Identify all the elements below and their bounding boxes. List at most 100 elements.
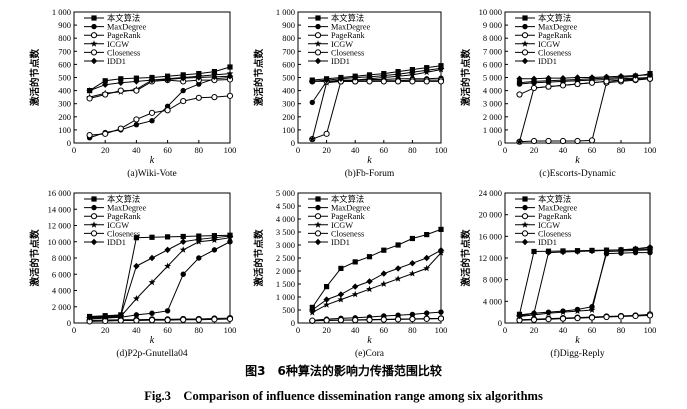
legend-label: 本文算法 xyxy=(331,13,364,23)
legend-label: ICGW xyxy=(107,40,129,49)
data-point xyxy=(351,290,359,298)
data-point xyxy=(530,310,538,317)
y-tick-label: 1 000 xyxy=(276,292,295,302)
x-axis-label: k xyxy=(575,155,580,166)
data-point xyxy=(603,313,610,321)
y-tick-label: 4 000 xyxy=(483,296,502,306)
series-1 xyxy=(86,239,233,322)
x-tick-label: 80 xyxy=(408,325,417,335)
legend-label: MaxDegree xyxy=(538,23,577,32)
y-tick-label: 1 000 xyxy=(483,125,502,135)
legend-marker xyxy=(315,15,321,21)
data-point xyxy=(409,260,416,267)
y-tick-label: 200 xyxy=(282,112,295,122)
series-5 xyxy=(309,247,445,314)
data-point xyxy=(530,75,538,83)
y-tick-label: 10 000 xyxy=(479,7,502,17)
data-point xyxy=(545,249,552,256)
data-point xyxy=(588,314,596,321)
data-point xyxy=(617,313,625,320)
y-tick-label: 5 000 xyxy=(483,73,502,83)
data-point xyxy=(149,118,155,124)
data-point xyxy=(323,317,330,324)
y-tick-label: 2 500 xyxy=(276,253,295,263)
legend-label: Closeness xyxy=(538,229,571,238)
legend-label: Closeness xyxy=(538,48,571,57)
x-tick-label: 0 xyxy=(72,145,76,155)
data-point xyxy=(133,312,140,318)
x-tick-label: 60 xyxy=(163,145,172,155)
data-point xyxy=(148,76,156,84)
legend-marker xyxy=(315,196,321,202)
x-tick-label: 100 xyxy=(224,325,237,335)
y-tick-label: 600 xyxy=(282,59,295,69)
data-point xyxy=(516,138,523,145)
data-point xyxy=(352,283,359,290)
data-point xyxy=(603,247,610,254)
y-tick-label: 0 xyxy=(291,318,295,328)
y-tick-label: 2 000 xyxy=(483,112,502,122)
data-point xyxy=(530,84,538,92)
data-point xyxy=(408,270,416,277)
data-point xyxy=(437,315,445,322)
y-tick-label: 800 xyxy=(58,33,71,43)
data-point xyxy=(588,79,596,86)
legend-marker xyxy=(522,196,528,202)
x-tick-label: 80 xyxy=(195,145,204,155)
data-point xyxy=(211,316,218,323)
data-point xyxy=(323,76,330,84)
x-tick-label: 0 xyxy=(296,145,300,155)
series-3 xyxy=(86,69,234,101)
data-point xyxy=(86,314,93,321)
series-line xyxy=(312,79,441,140)
y-tick-label: 0 xyxy=(291,138,295,148)
data-point xyxy=(195,94,202,101)
y-tick-label: 8 000 xyxy=(483,33,502,43)
data-point xyxy=(117,87,124,94)
series-5 xyxy=(86,72,234,94)
data-point xyxy=(409,69,416,76)
data-point xyxy=(574,315,581,322)
data-point xyxy=(165,234,171,240)
data-point xyxy=(309,306,316,314)
legend-label: IDD1 xyxy=(107,57,126,66)
legend-marker xyxy=(315,23,321,30)
data-point xyxy=(646,243,654,251)
legend-label: ICGW xyxy=(331,40,353,49)
legend-marker xyxy=(521,57,529,65)
y-axis-label: 激活的节点数 xyxy=(460,229,472,287)
legend-label: PageRank xyxy=(107,31,141,40)
data-point xyxy=(226,72,234,80)
series-2 xyxy=(86,92,234,139)
chart-subtitle: (d)P2p-Gnutella04 xyxy=(116,348,187,359)
legend-marker xyxy=(314,49,322,56)
series-5 xyxy=(309,65,445,85)
data-point xyxy=(133,317,140,324)
y-tick-label: 300 xyxy=(58,99,71,109)
y-tick-label: 900 xyxy=(58,20,71,30)
data-point xyxy=(366,254,373,260)
legend-marker xyxy=(521,32,529,39)
legend-label: PageRank xyxy=(331,31,365,40)
series-line xyxy=(89,237,231,319)
data-point xyxy=(323,296,330,303)
data-point xyxy=(323,130,330,137)
data-point xyxy=(380,72,387,79)
data-point xyxy=(117,125,124,132)
legend-marker xyxy=(315,204,321,211)
series-4 xyxy=(516,75,654,98)
x-tick-label: 60 xyxy=(380,325,389,335)
y-tick-label: 400 xyxy=(58,86,71,96)
legend-marker xyxy=(90,57,98,65)
data-point xyxy=(117,312,124,319)
data-point xyxy=(309,99,315,106)
y-tick-label: 5 000 xyxy=(276,188,295,198)
data-point xyxy=(559,82,567,89)
figure-caption-cn: 图3 6种算法的影响力传播范围比较 xyxy=(245,364,442,378)
data-point xyxy=(380,280,388,287)
x-tick-label: 40 xyxy=(351,325,360,335)
data-point xyxy=(337,317,344,324)
y-tick-label: 900 xyxy=(282,20,295,30)
data-point xyxy=(632,312,639,320)
